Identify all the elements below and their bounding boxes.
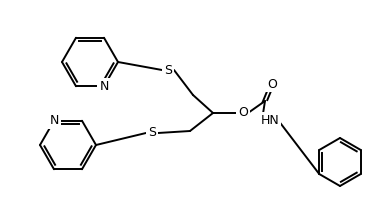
Text: O: O xyxy=(238,106,248,120)
Text: S: S xyxy=(164,64,172,76)
Text: O: O xyxy=(267,78,277,90)
Text: N: N xyxy=(49,114,59,127)
Text: HN: HN xyxy=(260,113,279,127)
Text: S: S xyxy=(148,127,156,140)
Text: N: N xyxy=(99,80,109,93)
